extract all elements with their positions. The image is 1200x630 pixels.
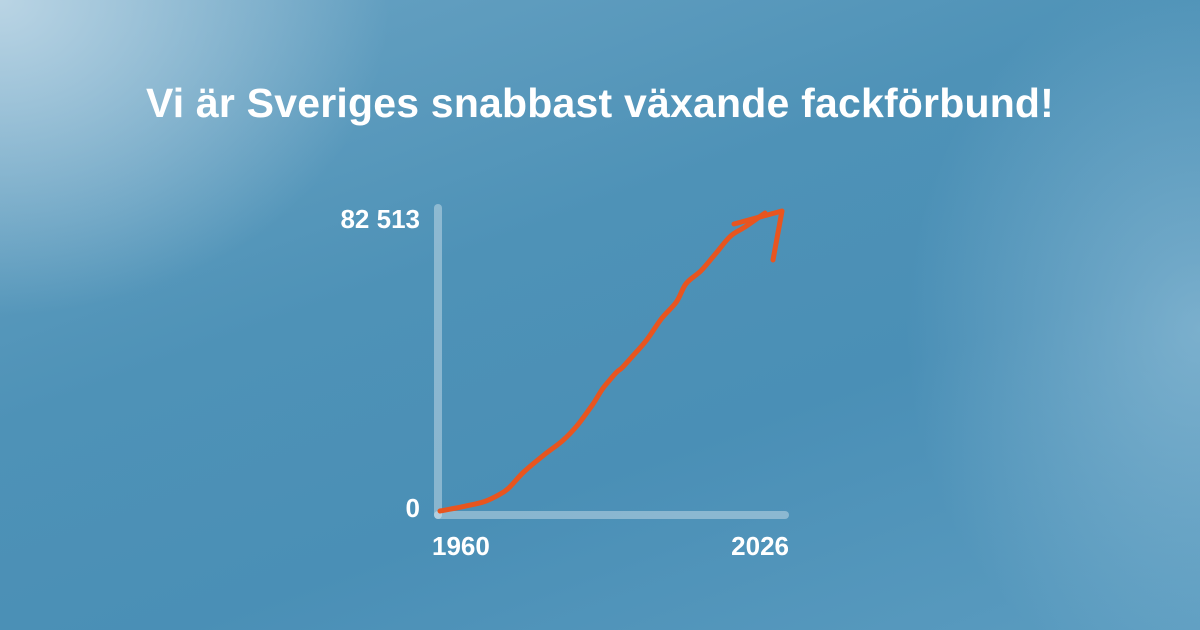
growth-line [437, 210, 768, 514]
arrowhead-icon [731, 208, 785, 263]
x-tick-label-start: 1960 [432, 531, 490, 561]
y-tick-label-max: 82 513 [340, 204, 420, 234]
page-title: Vi är Sveriges snabbast växande fackförb… [145, 80, 1055, 126]
y-tick-label-min: 0 [406, 493, 420, 523]
x-tick-label-end: 2026 [731, 531, 789, 561]
